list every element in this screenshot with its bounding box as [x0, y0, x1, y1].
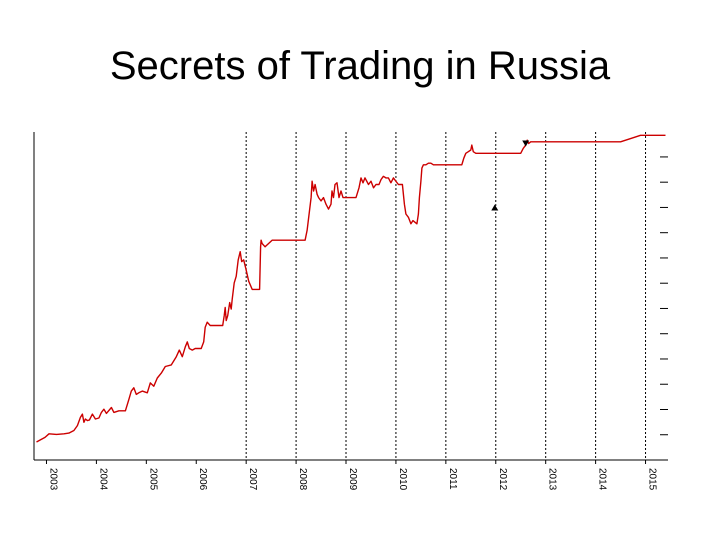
x-axis-ticks: 2003 2004 2005 2006 2007 2008 2009 2010 2011 2012…: [45, 460, 658, 491]
x-tick-label: 2013: [547, 468, 558, 491]
series-line-0: [36, 134, 666, 443]
x-tick-label: 2005: [147, 468, 158, 491]
x-tick-label: 2011: [447, 468, 458, 490]
x-tick-label: 2012: [497, 468, 508, 491]
x-tick-label: 2014: [597, 468, 608, 491]
plot-frame: [33, 132, 668, 461]
up-triangle-marker: [491, 204, 499, 211]
x-tick-label: 2010: [397, 468, 408, 491]
x-tick-label: 2007: [247, 468, 258, 491]
x-tick-label: 2009: [347, 468, 358, 491]
x-tick-label: 2004: [97, 468, 108, 491]
down-triangle-marker: [522, 140, 530, 147]
vertical-grid-lines: [245, 132, 647, 460]
x-tick-label: 2008: [297, 468, 308, 491]
x-tick-label: 2015: [647, 468, 658, 491]
series-group: [36, 134, 666, 443]
x-tick-label: 2003: [47, 468, 58, 491]
annotations-group: [491, 140, 530, 211]
slide-title: Secrets of Trading in Russia: [109, 44, 611, 88]
y-axis-ticks: [660, 156, 668, 461]
x-tick-label: 2006: [197, 468, 208, 491]
